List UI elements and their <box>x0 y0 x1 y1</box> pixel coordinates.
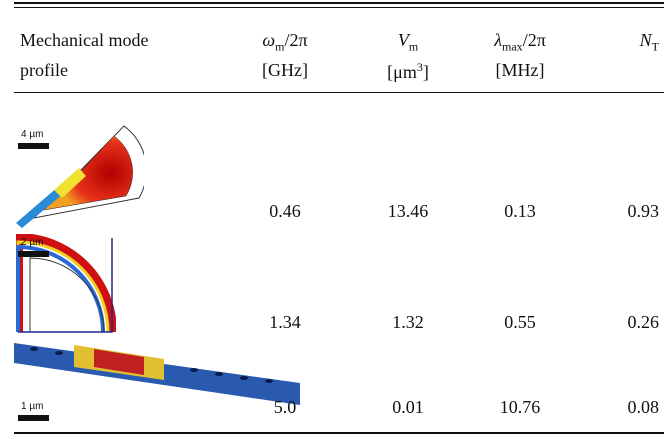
table-cell: 13.46 <box>388 201 429 222</box>
symbol: N <box>640 30 652 50</box>
scale-label: 1 µm <box>21 401 43 412</box>
scale-label: 4 µm <box>21 129 43 140</box>
mode-profile-image <box>14 335 314 410</box>
top-rule <box>14 7 664 8</box>
mode-profile-image <box>16 234 116 334</box>
table-cell: 0.01 <box>392 397 424 418</box>
scale-label: 2 µm <box>21 237 43 248</box>
table-cell: 0.08 <box>628 397 660 418</box>
table-cell: 0.46 <box>269 201 301 222</box>
header-unit: [μm3] <box>387 60 429 83</box>
header-cell: profile <box>20 60 68 81</box>
table-page: Mechanical mode profile ωm/2π [GHz] Vm [… <box>0 0 670 439</box>
subscript: m <box>275 40 284 54</box>
symbol: V <box>398 30 409 50</box>
scale-bar <box>18 251 49 257</box>
table-cell: 0.93 <box>628 201 660 222</box>
subscript: T <box>652 40 659 54</box>
table-cell: 10.76 <box>500 397 541 418</box>
header-cell: Vm <box>398 30 418 55</box>
header-cell: Mechanical mode <box>20 30 148 51</box>
header-cell: ωm/2π <box>262 30 307 55</box>
suffix: /2π <box>284 30 307 50</box>
table-cell: 0.55 <box>504 312 536 333</box>
header-unit: [MHz] <box>496 60 545 81</box>
symbol: λ <box>494 30 502 50</box>
subscript: max <box>502 40 523 54</box>
unit: [μm <box>387 62 417 82</box>
table-cell: 0.26 <box>628 312 660 333</box>
table-cell: 1.34 <box>269 312 301 333</box>
table-cell: 0.13 <box>504 201 536 222</box>
top-rule <box>14 2 664 4</box>
header-rule <box>14 92 664 93</box>
symbol: ω <box>262 30 275 50</box>
table-cell: 1.32 <box>392 312 424 333</box>
scale-bar <box>18 415 49 421</box>
suffix: /2π <box>523 30 546 50</box>
header-unit: [GHz] <box>262 60 308 81</box>
subscript: m <box>409 40 418 54</box>
header-cell: λmax/2π <box>494 30 546 55</box>
bottom-rule <box>14 432 664 434</box>
table-cell: 5.0 <box>274 397 297 418</box>
scale-bar <box>18 143 49 149</box>
header-cell: NT <box>640 30 659 55</box>
unit: ] <box>423 62 429 82</box>
